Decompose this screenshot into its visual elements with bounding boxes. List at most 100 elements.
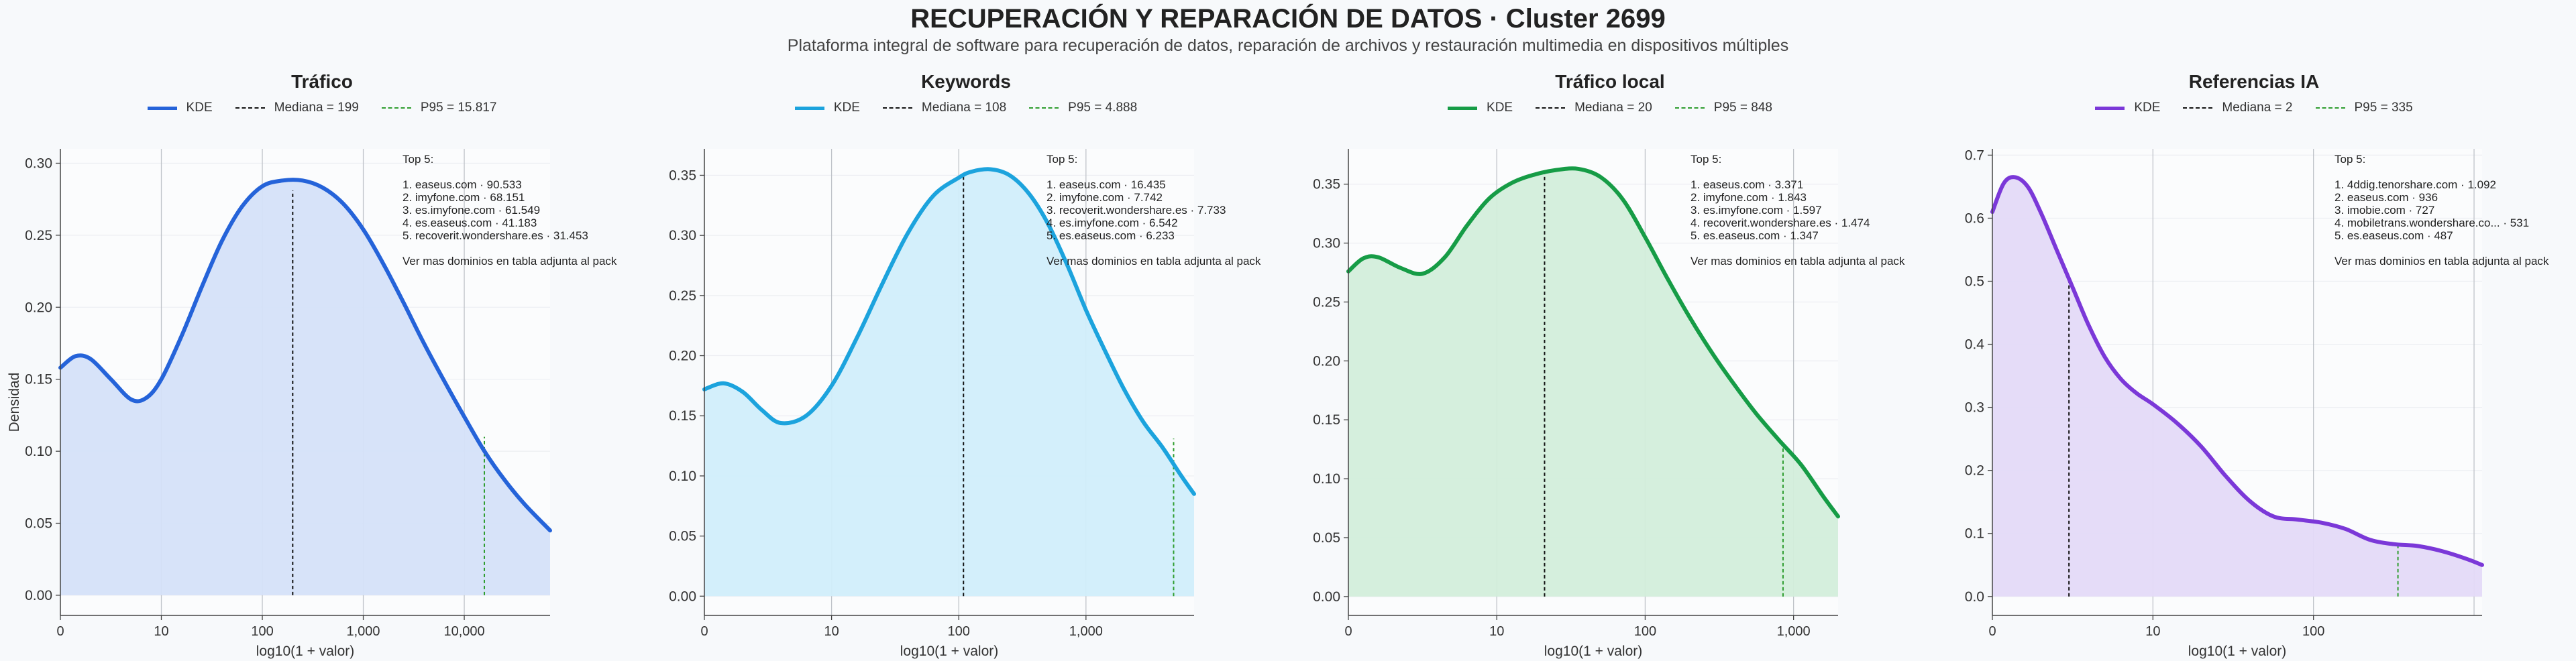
y-tick-label: 0.30: [25, 156, 52, 171]
legend-p95-label: P95 = 4.888: [1068, 101, 1138, 115]
x-tick-label: 10: [1489, 624, 1504, 639]
x-axis-label: log10(1 + valor): [1544, 644, 1643, 659]
kde-line: [58, 178, 552, 533]
legend-kde-label: KDE: [186, 101, 213, 115]
page-title: RECUPERACIÓN Y REPARACIÓN DE DATOS · Clu…: [910, 4, 1666, 34]
x-tick-label: 1,000: [1777, 624, 1811, 639]
x-tick-label: 0: [1344, 624, 1352, 639]
top5-annotation: Top 5: 1. easeus.com · 16.435 2. imyfone.c…: [1046, 153, 1260, 267]
top5-annotation: Top 5: 1. easeus.com · 90.533 2. imyfone.c…: [402, 153, 616, 267]
x-tick-label: 0: [700, 624, 708, 639]
legend-median-swatch: [235, 107, 265, 109]
legend-median-label: Mediana = 2: [2222, 101, 2293, 115]
top5-item: 3. es.imyfone.com · 61.549: [402, 204, 541, 217]
legend-median-label: Mediana = 20: [1574, 101, 1652, 115]
top5-heading: Top 5:: [2334, 153, 2366, 166]
top5-item: 5. es.easeus.com · 487: [2334, 229, 2453, 242]
x-tick-label: 10: [154, 624, 168, 639]
kde-line: [1346, 166, 1840, 519]
x-tick-label: 1,000: [347, 624, 380, 639]
top5-heading: Top 5:: [1690, 153, 1722, 166]
top5-item: 3. imobie.com · 727: [2334, 204, 2435, 217]
top5-footer: Ver mas dominios en tabla adjunta al pac…: [402, 255, 617, 267]
y-tick-label: 0.05: [669, 529, 696, 544]
legend-p95-swatch: [1674, 107, 1705, 109]
top5-item: 2. imyfone.com · 1.843: [1690, 191, 1807, 204]
y-tick-label: 0.3: [1965, 400, 1984, 416]
chart-plot: 0.00 0.05 0.10 0.15 0.20 0.25 0.30 0.35 0 10 100 1,…: [1313, 149, 1840, 659]
legend-p95: P95 = 4.888: [1029, 101, 1137, 115]
legend-p95: P95 = 15.817: [381, 101, 496, 115]
y-tick-label: 0.35: [669, 168, 696, 183]
x-tick-label: 10: [2145, 624, 2160, 639]
kde-line: [1990, 175, 2484, 567]
legend-median: Mediana = 199: [235, 101, 359, 115]
annotation-spacer: [2334, 166, 2548, 178]
chart-legend: KDE Mediana = 108 P95 = 4.888: [644, 101, 1288, 115]
legend-p95: P95 = 335: [2315, 101, 2413, 115]
chart-plot: 0.00 0.05 0.10 0.15 0.20 0.25 0.30 0 10 100 1,000 1…: [25, 149, 552, 659]
x-tick-label: 1,000: [1069, 624, 1103, 639]
top5-item: 1. easeus.com · 16.435: [1046, 178, 1166, 191]
top5-item: 5. es.easeus.com · 6.233: [1046, 229, 1175, 242]
legend-p95-swatch: [2315, 107, 2345, 109]
y-tick-label: 0.25: [669, 288, 696, 304]
top5-item: 2. imyfone.com · 68.151: [402, 191, 525, 204]
chart-legend: KDE Mediana = 20 P95 = 848: [1288, 101, 1932, 115]
kde-area: [1348, 168, 1838, 597]
y-tick-label: 0.30: [669, 228, 696, 243]
legend-kde: KDE: [147, 101, 213, 115]
annotation-spacer: [1046, 166, 1260, 178]
top5-item: 3. recoverit.wondershare.es · 7.733: [1046, 204, 1226, 217]
annotation-spacer: [402, 242, 616, 255]
y-tick-label: 0.20: [669, 349, 696, 364]
top5-item: 2. imyfone.com · 7.742: [1046, 191, 1163, 204]
top5-item: 1. easeus.com · 3.371: [1690, 178, 1804, 191]
y-tick-label: 0.05: [25, 516, 52, 532]
legend-kde-swatch: [1448, 106, 1478, 110]
x-tick-label: 0: [56, 624, 64, 639]
annotation-spacer: [2334, 242, 2548, 255]
legend-p95-label: P95 = 335: [2354, 101, 2413, 115]
y-tick-label: 0.05: [1313, 530, 1340, 546]
y-tick-label: 0.00: [25, 588, 52, 603]
top5-item: 1. easeus.com · 90.533: [402, 178, 522, 191]
x-axis-label: log10(1 + valor): [900, 644, 999, 659]
legend-median: Mediana = 2: [2183, 101, 2293, 115]
chart-plot: 0.0 0.1 0.2 0.3 0.4 0.5 0.6 0.7 0 10 100 log10(1 + …: [1965, 147, 2484, 659]
top5-heading: Top 5:: [402, 153, 434, 166]
legend-median-swatch: [2183, 107, 2213, 109]
x-tick-label: 100: [1634, 624, 1656, 639]
top5-item: 4. mobiletrans.wondershare.co... · 531: [2334, 217, 2530, 229]
legend-kde-label: KDE: [833, 101, 860, 115]
y-tick-label: 0.00: [1313, 589, 1340, 605]
top5-item: 4. es.easeus.com · 41.183: [402, 217, 537, 229]
legend-median-label: Mediana = 108: [921, 101, 1007, 115]
legend-median-label: Mediana = 199: [274, 101, 359, 115]
top5-item: 5. es.easeus.com · 1.347: [1690, 229, 1819, 242]
x-tick-label: 100: [948, 624, 970, 639]
chart-legend: KDE Mediana = 199 P95 = 15.817: [0, 101, 644, 115]
y-tick-label: 0.10: [25, 444, 52, 459]
chart-title: Referencias IA: [2188, 71, 2320, 92]
x-axis-label: log10(1 + valor): [256, 644, 355, 659]
y-tick-label: 0.5: [1965, 274, 1984, 290]
y-tick-label: 0.20: [1313, 353, 1340, 369]
top5-annotation: Top 5: 1. 4ddig.tenorshare.com · 1.092 2. …: [2334, 153, 2548, 267]
y-tick-label: 0.10: [1313, 471, 1340, 487]
legend-median: Mediana = 20: [1536, 101, 1652, 115]
chart-panel: Referencias IA KDE Mediana = 2 P95 = 335 0.0…: [1932, 0, 2576, 661]
y-tick-label: 0.15: [1313, 412, 1340, 428]
y-tick-label: 0.30: [1313, 236, 1340, 251]
legend-median-swatch: [1536, 107, 1566, 109]
legend-p95: P95 = 848: [1674, 101, 1772, 115]
y-tick-label: 0.20: [25, 300, 52, 315]
legend-median: Mediana = 108: [882, 101, 1007, 115]
top5-footer: Ver mas dominios en tabla adjunta al pac…: [2334, 255, 2549, 267]
chart-legend: KDE Mediana = 2 P95 = 335: [1932, 101, 2576, 115]
y-tick-label: 0.7: [1965, 147, 1984, 163]
x-tick-label: 100: [251, 624, 273, 639]
kde-area: [60, 180, 550, 595]
top5-item: 1. 4ddig.tenorshare.com · 1.092: [2334, 178, 2496, 191]
chart-title: Tráfico: [291, 71, 353, 92]
